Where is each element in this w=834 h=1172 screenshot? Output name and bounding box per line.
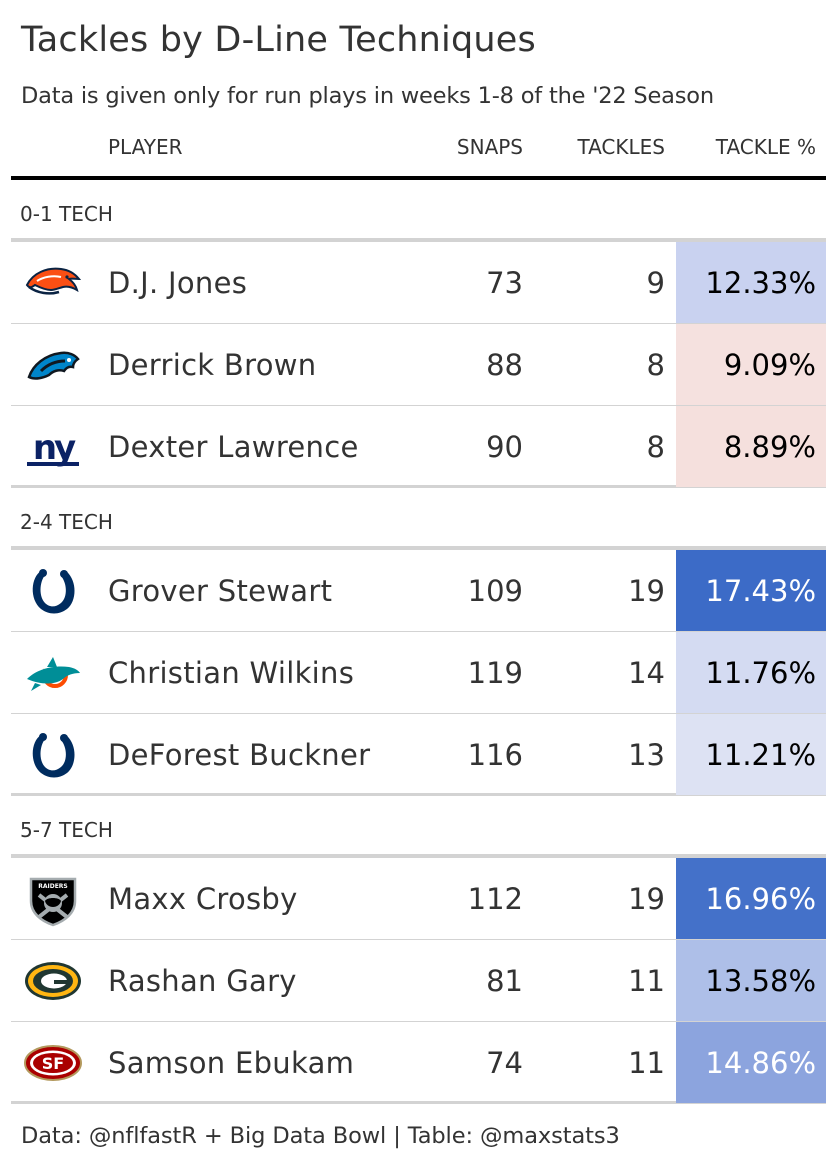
table-title: Tackles by D-Line Techniques	[21, 20, 536, 60]
group-label: 0-1 TECH	[11, 180, 826, 242]
tackles-cell: 13	[628, 738, 665, 772]
tackle-pct-cell: 8.89%	[676, 406, 826, 487]
tackle-pct-cell: 12.33%	[676, 242, 826, 323]
table-row: DeForest Buckner 116 13 11.21%	[11, 714, 826, 796]
tackle-pct-cell: 13.58%	[676, 940, 826, 1021]
player-name-cell: Samson Ebukam	[108, 1046, 355, 1080]
column-header-player: PLAYER	[108, 135, 183, 159]
player-name-cell: Dexter Lawrence	[108, 430, 359, 464]
snaps-cell: 73	[486, 266, 523, 300]
player-name-cell: D.J. Jones	[108, 266, 248, 300]
table-subtitle: Data is given only for run plays in week…	[21, 83, 714, 109]
tackle-pct-cell: 11.76%	[676, 632, 826, 713]
column-header-snaps: SNAPS	[456, 135, 523, 159]
tackles-cell: 11	[628, 1046, 665, 1080]
colts-logo-icon	[23, 563, 83, 619]
svg-text:ny: ny	[33, 428, 76, 468]
source-caption: Data: @nflfastR + Big Data Bowl | Table:…	[21, 1123, 620, 1149]
tackles-cell: 19	[628, 574, 665, 608]
player-name-cell: Maxx Crosby	[108, 882, 298, 916]
player-name-cell: Rashan Gary	[108, 964, 297, 998]
49ers-logo-icon: SF	[23, 1035, 83, 1091]
giants-logo-icon: ny	[23, 419, 83, 475]
panthers-logo-icon	[23, 337, 83, 393]
snaps-cell: 109	[467, 574, 523, 608]
column-header-tackles: TACKLES	[577, 135, 665, 159]
player-name-cell: Derrick Brown	[108, 348, 317, 382]
table-row: Derrick Brown 88 8 9.09%	[11, 324, 826, 406]
broncos-logo-icon	[23, 255, 83, 311]
tackles-cell: 11	[628, 964, 665, 998]
group-label: 5-7 TECH	[11, 796, 826, 858]
snaps-cell: 88	[486, 348, 523, 382]
tackle-pct-cell: 16.96%	[676, 858, 826, 939]
group-label: 2-4 TECH	[11, 488, 826, 550]
table-row: Grover Stewart 109 19 17.43%	[11, 550, 826, 632]
column-header-row: PLAYER SNAPS TACKLES TACKLE %	[11, 126, 826, 180]
tackle-pct-cell: 17.43%	[676, 550, 826, 631]
tackle-pct-cell: 11.21%	[676, 714, 826, 795]
table-body: 0-1 TECH D.J. Jones 73 9 12.33% Derrick Brown…	[11, 180, 826, 1104]
snaps-cell: 119	[467, 656, 523, 690]
tackle-pct-cell: 14.86%	[676, 1022, 826, 1103]
tackles-cell: 8	[646, 348, 665, 382]
table-row: D.J. Jones 73 9 12.33%	[11, 242, 826, 324]
snaps-cell: 81	[486, 964, 523, 998]
colts-logo-icon	[23, 727, 83, 783]
player-name-cell: Christian Wilkins	[108, 656, 355, 690]
snaps-cell: 116	[467, 738, 523, 772]
raiders-logo-icon: RAIDERS	[23, 871, 83, 927]
snaps-cell: 74	[486, 1046, 523, 1080]
tackles-cell: 14	[628, 656, 665, 690]
svg-text:SF: SF	[42, 1054, 64, 1073]
tackle-pct-cell: 9.09%	[676, 324, 826, 405]
packers-logo-icon	[23, 953, 83, 1009]
table-row: Christian Wilkins 119 14 11.76%	[11, 632, 826, 714]
column-header-tackle-pct: TACKLE %	[715, 135, 816, 159]
table-row: Rashan Gary 81 11 13.58%	[11, 940, 826, 1022]
table-row: SF Samson Ebukam 74 11 14.86%	[11, 1022, 826, 1104]
row-group: 2-4 TECH Grover Stewart 109 19 17.43% Christi…	[11, 488, 826, 796]
tackles-cell: 9	[646, 266, 665, 300]
row-group: 0-1 TECH D.J. Jones 73 9 12.33% Derrick Brown…	[11, 180, 826, 488]
dolphins-logo-icon	[23, 645, 83, 701]
snaps-cell: 112	[467, 882, 523, 916]
table-row: ny Dexter Lawrence 90 8 8.89%	[11, 406, 826, 488]
table-row: RAIDERS Maxx Crosby 112 19 16.96%	[11, 858, 826, 940]
tackles-cell: 8	[646, 430, 665, 464]
tackles-cell: 19	[628, 882, 665, 916]
svg-text:RAIDERS: RAIDERS	[38, 883, 68, 890]
row-group: 5-7 TECH RAIDERS Maxx Crosby 112 19 16.96% Ras…	[11, 796, 826, 1104]
player-name-cell: DeForest Buckner	[108, 738, 371, 772]
tackles-table: PLAYER SNAPS TACKLES TACKLE % 0-1 TECH D.…	[11, 126, 826, 1104]
player-name-cell: Grover Stewart	[108, 574, 333, 608]
snaps-cell: 90	[486, 430, 523, 464]
